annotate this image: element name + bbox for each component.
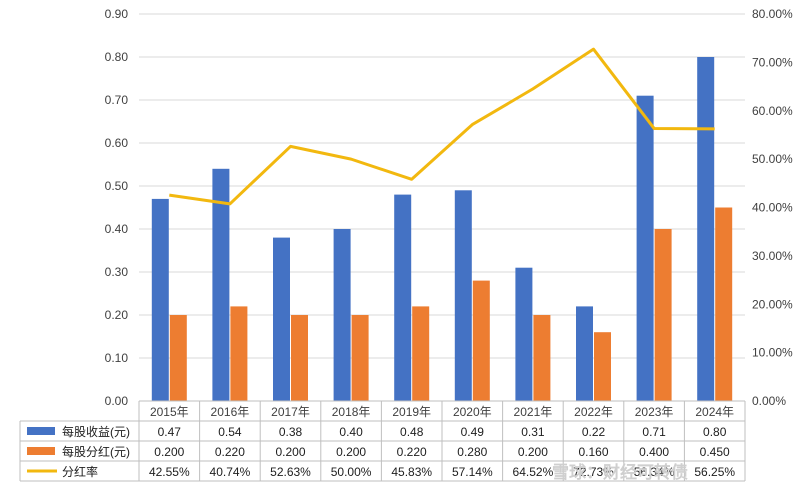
y-left-tick-label: 0.40 <box>105 222 129 236</box>
line-series <box>169 47 715 206</box>
table-cell: 0.49 <box>461 425 485 439</box>
eps-bar <box>697 57 715 401</box>
eps-bar <box>394 194 412 401</box>
eps-bar <box>576 306 593 401</box>
legend-swatch <box>27 427 55 435</box>
x-category-label: 2021年 <box>514 405 553 419</box>
table-cell: 0.200 <box>518 445 548 459</box>
y-right-tick-label: 30.00% <box>752 249 793 263</box>
y-left-tick-label: 0.50 <box>105 179 129 193</box>
payout-ratio-line <box>169 47 715 206</box>
y-left-tick-label: 0.20 <box>105 308 129 322</box>
dividend-bar <box>351 315 369 401</box>
table-cell: 50.00% <box>331 465 372 479</box>
y-right-tick-label: 0.00% <box>752 394 786 408</box>
table-cell: 64.52% <box>513 465 554 479</box>
table-cell: 0.48 <box>400 425 424 439</box>
y-left-tick-label: 0.00 <box>105 394 129 408</box>
table-cell: 0.40 <box>339 425 363 439</box>
dividend-bar <box>715 207 733 401</box>
eps-bar <box>454 190 472 401</box>
dividend-bar <box>169 315 187 401</box>
y-right-tick-label: 20.00% <box>752 297 793 311</box>
x-category-label: 2024年 <box>695 405 734 419</box>
eps-bar <box>636 95 654 401</box>
table-cell: 0.200 <box>336 445 366 459</box>
y-right-tick-label: 70.00% <box>752 55 793 69</box>
y-right-tick-label: 50.00% <box>752 152 793 166</box>
y-right-tick-label: 40.00% <box>752 201 793 215</box>
gridlines <box>139 13 745 402</box>
y-right-tick-label: 80.00% <box>752 7 793 21</box>
dividend-bar <box>594 332 611 401</box>
y-left-tick-label: 0.30 <box>105 265 129 279</box>
table-cell: 56.34% <box>634 465 675 479</box>
x-category-label: 2015年 <box>150 405 189 419</box>
eps-bar <box>273 237 290 401</box>
dividend-bar <box>533 315 551 401</box>
table-cell: 0.31 <box>521 425 545 439</box>
table-cell: 0.450 <box>700 445 730 459</box>
x-category-label: 2017年 <box>271 405 310 419</box>
x-category-label: 2018年 <box>332 405 371 419</box>
y-left-tick-label: 0.80 <box>105 50 129 64</box>
dividend-bar <box>230 306 248 401</box>
y-right-tick-label: 10.00% <box>752 346 793 360</box>
table-cell: 0.71 <box>642 425 666 439</box>
table-cell: 45.83% <box>391 465 432 479</box>
y-left-tick-label: 0.60 <box>105 136 129 150</box>
x-category-label: 2020年 <box>453 405 492 419</box>
bar-series <box>151 57 733 401</box>
table-cell: 0.200 <box>275 445 305 459</box>
eps-bar <box>333 229 351 401</box>
table-cell: 42.55% <box>149 465 190 479</box>
table-cell: 0.280 <box>457 445 487 459</box>
y-left-tick-label: 0.10 <box>105 351 129 365</box>
watermark: 雪球：财经可转债 <box>552 462 688 482</box>
eps-bar <box>515 267 533 401</box>
table-cell: 0.54 <box>218 425 242 439</box>
table-cell: 40.74% <box>210 465 251 479</box>
x-category-label: 2022年 <box>574 405 613 419</box>
eps-bar <box>212 168 230 401</box>
y-left-tick-label: 0.70 <box>105 93 129 107</box>
table-cell: 0.220 <box>215 445 245 459</box>
table-cell: 72.73% <box>573 465 614 479</box>
legend-label: 分红率 <box>62 464 98 479</box>
table-cell: 0.400 <box>639 445 669 459</box>
y-axis-left: 0.00 0.10 0.20 0.30 0.40 0.50 0.60 0.70 0.80 0.90 <box>105 7 129 408</box>
x-category-label: 2019年 <box>392 405 431 419</box>
data-table: 2015年 2016年 2017年 2018年 2019年 2020年 2021年 2022年… <box>19 400 746 482</box>
table-cell: 0.38 <box>279 425 303 439</box>
eps-bar <box>151 198 169 401</box>
legend-label: 每股分红(元) <box>62 444 130 459</box>
y-axis-right: 0.00% 10.00% 20.00% 30.00% 40.00% 50.00% 60.00… <box>752 7 793 408</box>
dividend-bar <box>654 229 672 401</box>
legend-swatch <box>27 447 55 455</box>
legend-label: 每股收益(元) <box>62 424 130 439</box>
table-cell: 52.63% <box>270 465 311 479</box>
table-cell: 0.80 <box>703 425 727 439</box>
table-cell: 57.14% <box>452 465 493 479</box>
y-right-tick-label: 60.00% <box>752 104 793 118</box>
y-left-tick-label: 0.90 <box>105 7 129 21</box>
table-cell: 0.47 <box>158 425 182 439</box>
dividend-bar <box>472 280 490 401</box>
table-cell: 56.25% <box>694 465 735 479</box>
table-cell: 0.160 <box>578 445 608 459</box>
dividend-bar <box>412 306 430 401</box>
x-category-label: 2016年 <box>211 405 250 419</box>
table-cell: 0.200 <box>154 445 184 459</box>
dividend-bar <box>291 315 308 401</box>
x-category-label: 2023年 <box>635 405 674 419</box>
table-cell: 0.220 <box>397 445 427 459</box>
table-cell: 0.22 <box>582 425 606 439</box>
